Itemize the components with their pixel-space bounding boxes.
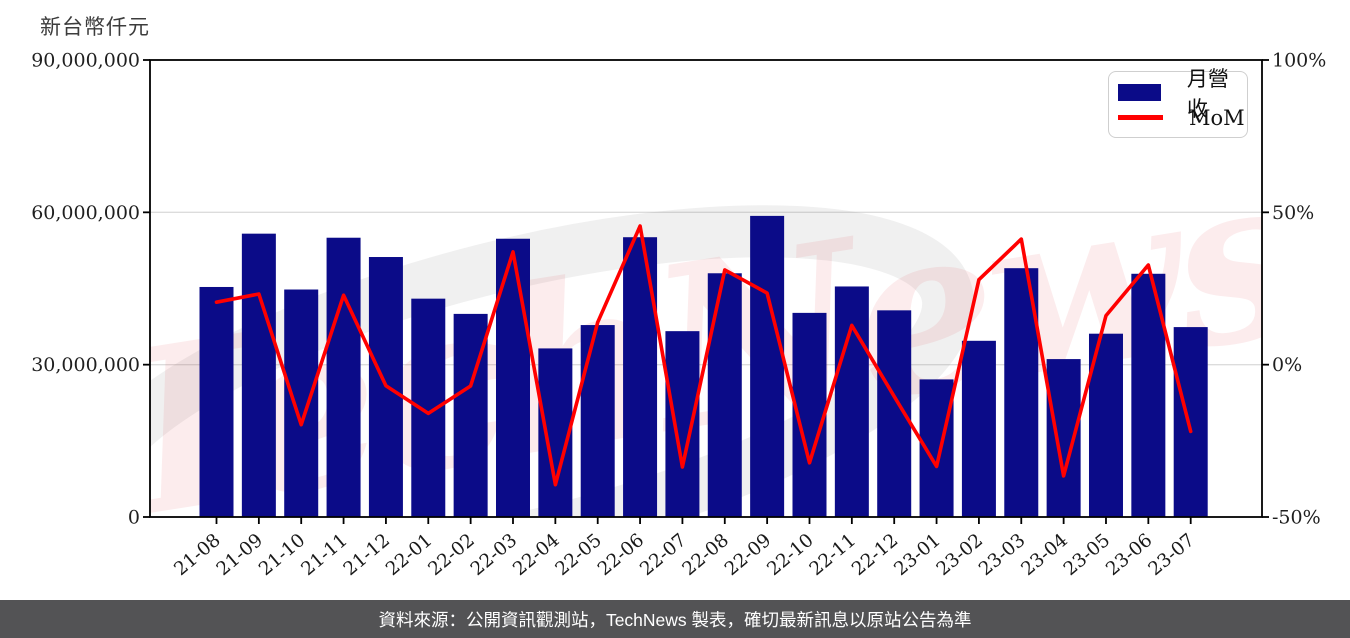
x-tick-label-22-06: 22-06 xyxy=(594,530,648,580)
x-tick-label-21-11: 21-11 xyxy=(297,530,351,580)
x-tick-label-23-07: 23-07 xyxy=(1145,530,1199,580)
x-tick-label-22-02: 22-02 xyxy=(424,530,478,580)
x-tick-label-22-08: 22-08 xyxy=(679,530,733,580)
x-tick-label-22-05: 22-05 xyxy=(552,530,606,580)
right-tick-label: -50% xyxy=(1272,507,1321,529)
mom-swatch xyxy=(1118,115,1163,120)
bar-22-08 xyxy=(707,273,742,517)
x-tick-label-21-09: 21-09 xyxy=(213,530,267,580)
bar-21-11 xyxy=(326,237,361,517)
bar-21-09 xyxy=(241,233,276,517)
x-tick-label-22-01: 22-01 xyxy=(382,530,436,580)
x-tick-label-22-03: 22-03 xyxy=(467,530,521,580)
x-tick-label-23-02: 23-02 xyxy=(933,530,987,580)
left-tick-label: 30,000,000 xyxy=(31,354,140,376)
x-tick-label-22-09: 22-09 xyxy=(721,530,775,580)
bar-21-08 xyxy=(199,286,234,517)
x-tick-label-22-12: 22-12 xyxy=(848,530,902,580)
source-footer: 資料來源：公開資訊觀測站，TechNews 製表，確切最新訊息以原站公告為準 xyxy=(0,600,1350,638)
x-tick-label-23-01: 23-01 xyxy=(890,530,944,580)
right-tick-label: 100% xyxy=(1272,50,1326,72)
legend-label-revenue: 月營收 xyxy=(1186,66,1229,121)
legend-box: 月營收 MoM xyxy=(1108,67,1248,138)
bar-22-11 xyxy=(834,286,869,517)
right-tick-label: 50% xyxy=(1272,202,1314,224)
revenue-swatch xyxy=(1118,84,1161,101)
x-tick-label-22-10: 22-10 xyxy=(763,530,817,580)
bar-22-04 xyxy=(538,348,573,517)
bar-23-04 xyxy=(1046,359,1081,517)
plot-border xyxy=(149,59,1263,518)
legend-item-mom: MoM xyxy=(1118,105,1247,130)
bar-23-07 xyxy=(1173,327,1208,517)
bar-22-06 xyxy=(623,237,658,517)
bar-21-10 xyxy=(284,289,319,517)
x-tick-label-23-03: 23-03 xyxy=(975,530,1029,580)
left-tick-label: 60,000,000 xyxy=(31,202,140,224)
x-tick-label-22-11: 22-11 xyxy=(806,530,860,580)
x-tick-label-22-07: 22-07 xyxy=(636,530,690,580)
bar-22-09 xyxy=(750,215,785,518)
x-tick-label-22-04: 22-04 xyxy=(509,530,563,580)
x-tick-label-23-06: 23-06 xyxy=(1102,530,1156,580)
legend-label-mom: MoM xyxy=(1189,105,1245,130)
bar-23-02 xyxy=(961,340,996,517)
left-axis-title: 新台幣仟元 xyxy=(40,15,150,39)
watermark-swoosh xyxy=(150,205,975,517)
left-tick-label: 90,000,000 xyxy=(31,50,140,72)
left-tick-label: 0 xyxy=(128,507,140,529)
mom-line xyxy=(214,224,1193,487)
right-tick-label: 0% xyxy=(1272,354,1302,376)
x-tick-label-23-05: 23-05 xyxy=(1060,530,1114,580)
source-footer-text: 資料來源：公開資訊觀測站，TechNews 製表，確切最新訊息以原站公告為準 xyxy=(378,609,972,630)
x-tick-label-21-10: 21-10 xyxy=(255,530,309,580)
bar-22-07 xyxy=(665,331,700,517)
x-tick-label-21-08: 21-08 xyxy=(170,530,224,580)
x-tick-label-21-12: 21-12 xyxy=(340,530,394,580)
bar-22-03 xyxy=(495,238,530,517)
x-tick-label-23-04: 23-04 xyxy=(1017,530,1071,580)
bar-22-05 xyxy=(580,325,615,517)
revenue-mom-chart: TechNews90,000,00060,000,00030,000,00001… xyxy=(31,50,1326,581)
legend-item-revenue: 月營收 xyxy=(1118,67,1247,121)
